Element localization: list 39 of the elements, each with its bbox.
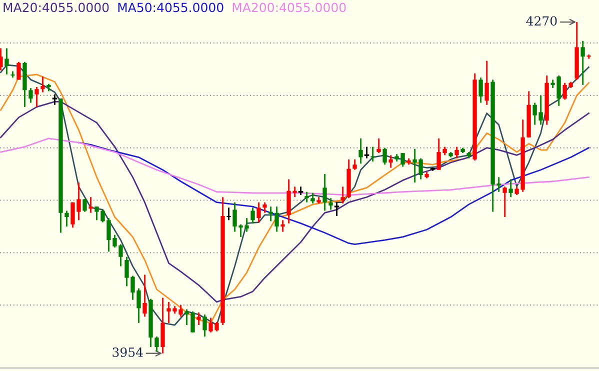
candlestick <box>454 146 459 160</box>
candlestick <box>202 314 207 338</box>
candlestick <box>304 191 309 204</box>
candlestick <box>352 158 357 171</box>
candlestick <box>502 186 507 218</box>
candlestick <box>310 192 315 204</box>
candlestick <box>34 86 39 108</box>
candlestick <box>4 48 9 76</box>
candlestick <box>580 40 585 86</box>
candlestick <box>280 219 285 232</box>
candlestick <box>322 173 327 212</box>
text: MA200:4055.0000 <box>232 2 346 12</box>
text: MA50:4055.0000 <box>118 2 224 12</box>
candlestick <box>478 76 483 104</box>
candlestick <box>142 274 147 318</box>
candlestick <box>88 196 93 214</box>
candlestick <box>154 336 159 352</box>
candlestick <box>484 60 489 106</box>
candlestick <box>262 202 267 214</box>
candlestick <box>28 87 33 104</box>
candlestick <box>388 154 393 168</box>
candlestick <box>376 138 381 154</box>
annotation: 4270 <box>526 16 557 26</box>
candlestick <box>82 198 87 212</box>
candlestick <box>256 202 261 223</box>
candlestick <box>226 206 231 221</box>
candlestick <box>250 206 255 224</box>
candlestick <box>64 210 69 228</box>
candlestick <box>382 147 387 166</box>
candlestick <box>370 146 375 162</box>
candlestick <box>40 76 45 93</box>
candlestick <box>340 186 345 204</box>
candlestick <box>328 197 333 210</box>
candlestick <box>196 312 201 326</box>
candlestick <box>16 61 21 80</box>
annotation: 3954 <box>112 347 143 357</box>
candlestick <box>508 178 513 198</box>
candlestick <box>358 138 363 164</box>
text: MA20:4055.0000 <box>4 2 109 12</box>
